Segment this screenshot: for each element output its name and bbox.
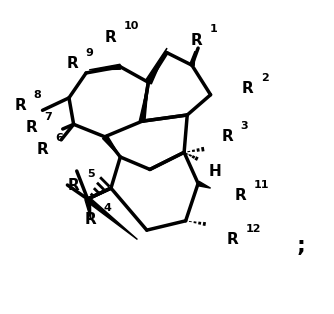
Text: R: R bbox=[222, 129, 233, 144]
Text: R: R bbox=[226, 232, 238, 247]
Text: R: R bbox=[26, 120, 37, 135]
Text: R: R bbox=[68, 177, 79, 192]
Text: 6: 6 bbox=[55, 133, 63, 143]
Text: ;: ; bbox=[296, 236, 305, 256]
Text: 5: 5 bbox=[87, 169, 94, 179]
Polygon shape bbox=[86, 197, 137, 240]
Text: R: R bbox=[191, 33, 202, 48]
Text: 12: 12 bbox=[245, 224, 261, 234]
Text: 11: 11 bbox=[253, 180, 269, 190]
Polygon shape bbox=[145, 48, 167, 84]
Text: 9: 9 bbox=[85, 48, 93, 58]
Text: 1: 1 bbox=[210, 24, 217, 35]
Polygon shape bbox=[139, 82, 148, 122]
Text: 8: 8 bbox=[34, 90, 41, 100]
Polygon shape bbox=[85, 198, 91, 219]
Text: R: R bbox=[234, 188, 246, 203]
Polygon shape bbox=[103, 135, 120, 157]
Text: R: R bbox=[105, 30, 117, 45]
Text: R: R bbox=[37, 142, 48, 157]
Text: 10: 10 bbox=[124, 21, 139, 31]
Text: H: H bbox=[209, 164, 222, 178]
Text: R: R bbox=[242, 81, 254, 96]
Text: 7: 7 bbox=[45, 111, 52, 122]
Text: R: R bbox=[85, 212, 97, 227]
Text: 2: 2 bbox=[261, 73, 269, 83]
Text: 3: 3 bbox=[241, 121, 248, 131]
Polygon shape bbox=[89, 64, 121, 70]
Polygon shape bbox=[190, 51, 195, 66]
Polygon shape bbox=[197, 181, 210, 188]
Text: 4: 4 bbox=[104, 203, 112, 213]
Text: R: R bbox=[66, 56, 78, 71]
Text: R: R bbox=[15, 98, 27, 113]
